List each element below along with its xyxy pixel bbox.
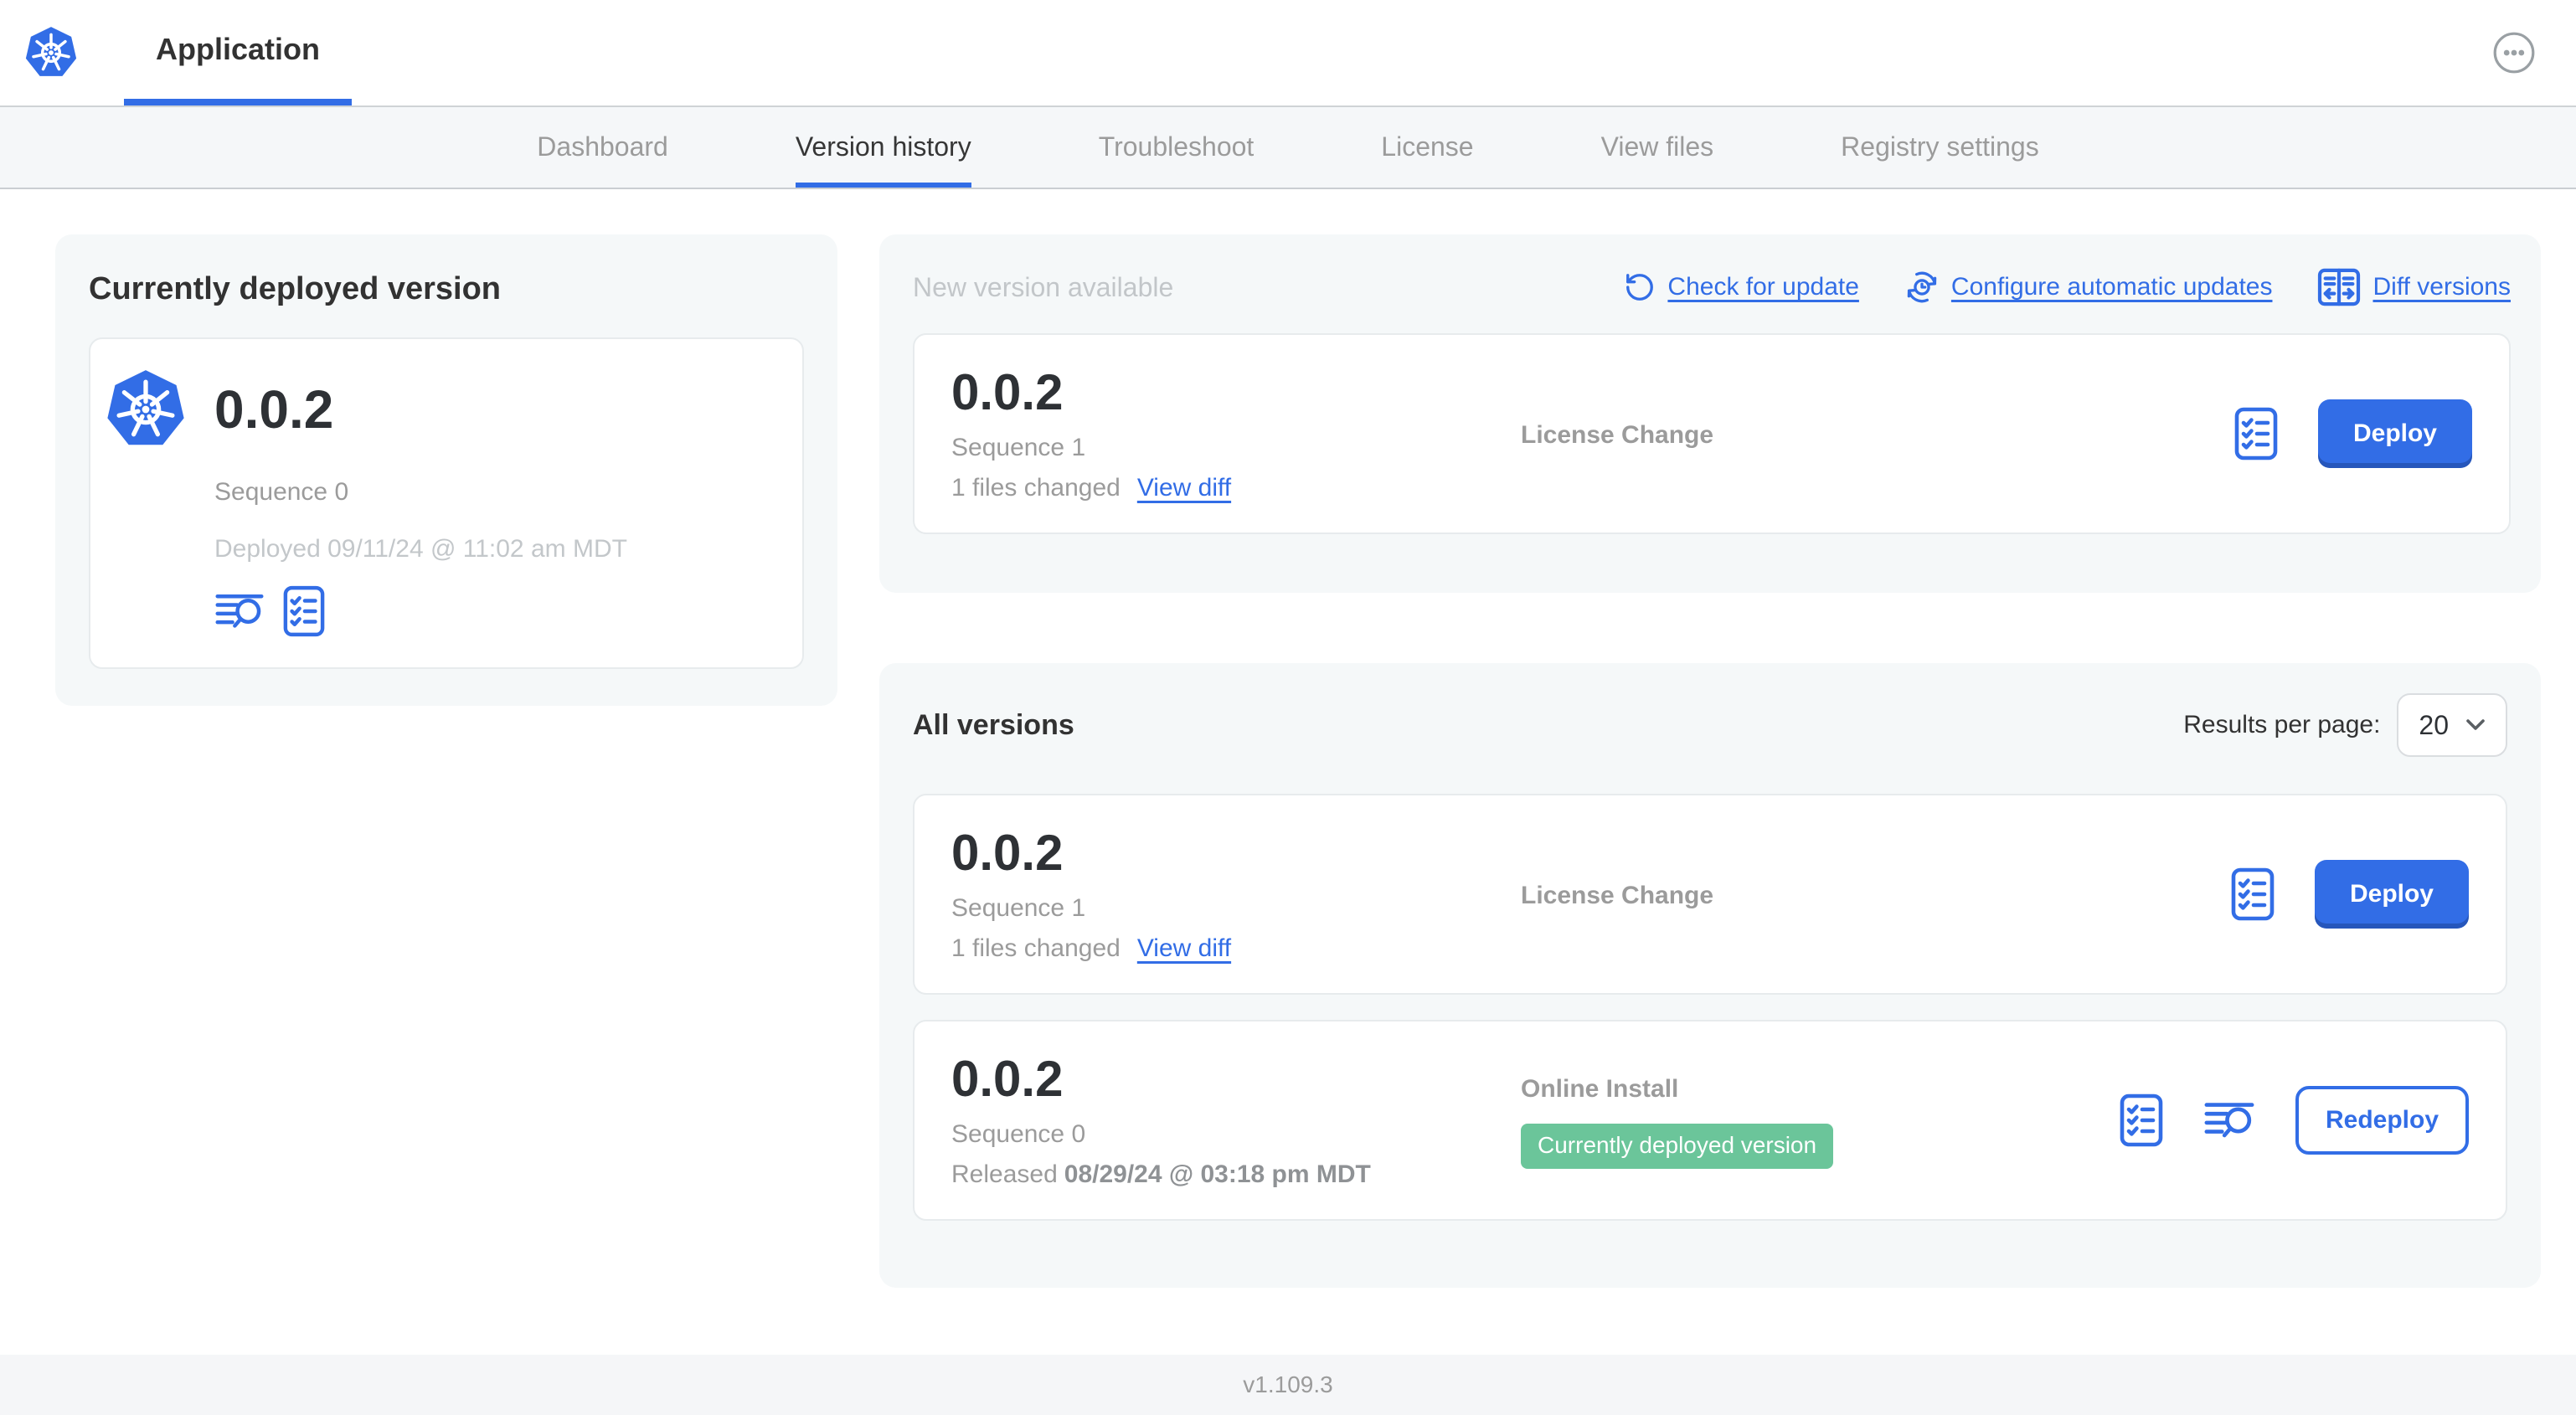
currently-deployed-card: 0.0.2 Sequence 0 Deployed 09/11/24 @ 11:… — [89, 337, 804, 669]
results-per-page-label: Results per page: — [2183, 711, 2381, 738]
current-version-number: 0.0.2 — [214, 379, 334, 440]
version-row: 0.0.2 Sequence 1 1 files changed View di… — [913, 794, 2507, 995]
ellipsis-icon — [2493, 32, 2535, 74]
version-number: 0.0.2 — [951, 363, 1064, 420]
tab-view-files[interactable]: View files — [1600, 131, 1714, 162]
redeploy-button[interactable]: Redeploy — [2295, 1086, 2469, 1155]
configure-automatic-updates-label: Configure automatic updates — [1950, 273, 2273, 301]
preflight-checks-button[interactable] — [2120, 1093, 2163, 1147]
tab-troubleshoot[interactable]: Troubleshoot — [1098, 131, 1255, 162]
preflight-checks-button[interactable] — [283, 585, 325, 637]
deploy-button[interactable]: Deploy — [2317, 399, 2472, 468]
logs-icon — [214, 591, 265, 631]
version-source: License Change — [1521, 420, 1714, 449]
checklist-icon — [2234, 407, 2278, 461]
kubernetes-app-icon — [104, 368, 188, 451]
checklist-icon — [2120, 1093, 2163, 1147]
version-source: License Change — [1521, 881, 1714, 909]
refresh-icon — [1626, 274, 1654, 301]
version-sequence: Sequence 0 — [951, 1119, 1086, 1148]
configure-automatic-updates-link[interactable]: Configure automatic updates — [1904, 270, 2273, 305]
version-row: 0.0.2 Sequence 0 Released 08/29/24 @ 03:1… — [913, 1020, 2507, 1221]
chevron-down-icon — [2466, 719, 2485, 730]
diff-versions-link[interactable]: Diff versions — [2317, 268, 2511, 306]
results-per-page-select[interactable]: 20 — [2397, 693, 2507, 757]
current-deployed-timestamp: Deployed 09/11/24 @ 11:02 am MDT — [214, 535, 627, 563]
all-versions-title: All versions — [913, 708, 1074, 741]
version-sequence: Sequence 1 — [951, 433, 1086, 461]
version-source: Online Install — [1521, 1074, 1679, 1103]
all-versions-panel: All versions Results per page: 20 — [879, 663, 2541, 1288]
logs-icon — [2203, 1099, 2255, 1141]
version-number: 0.0.2 — [951, 824, 1064, 881]
currently-deployed-badge: Currently deployed version — [1521, 1123, 1834, 1169]
new-version-panel: New version available Check for update C… — [879, 234, 2541, 593]
new-version-title: New version available — [913, 271, 1174, 302]
more-menu-button[interactable] — [2492, 31, 2536, 75]
version-released-timestamp: Released 08/29/24 @ 03:18 pm MDT — [951, 1160, 1521, 1189]
app-title: Application — [156, 32, 320, 66]
footer: v1.109.3 — [0, 1355, 2576, 1415]
tab-registry-settings[interactable]: Registry settings — [1841, 131, 2039, 162]
diff-versions-label: Diff versions — [2372, 273, 2511, 301]
check-for-update-label: Check for update — [1667, 273, 1859, 301]
new-version-card: 0.0.2 Sequence 1 1 files changed View di… — [913, 333, 2511, 534]
diff-icon — [2317, 268, 2361, 306]
main-content: Currently deployed version 0.0.2 Sequenc… — [0, 189, 2576, 1288]
subnav: Dashboard Version history Troubleshoot L… — [0, 107, 2576, 189]
right-column: New version available Check for update C… — [879, 234, 2541, 1288]
tab-dashboard[interactable]: Dashboard — [537, 131, 668, 162]
clock-refresh-icon — [1907, 271, 1937, 303]
results-per-page-value: 20 — [2419, 709, 2449, 740]
view-diff-link[interactable]: View diff — [1136, 934, 1232, 962]
view-logs-button[interactable] — [2203, 1099, 2255, 1141]
console-version: v1.109.3 — [1243, 1371, 1333, 1397]
checklist-icon — [2231, 867, 2275, 921]
version-number: 0.0.2 — [951, 1050, 1064, 1107]
released-datetime: 08/29/24 @ 03:18 pm MDT — [1064, 1160, 1371, 1188]
header: Application — [0, 0, 2576, 107]
app-tab[interactable]: Application — [124, 0, 352, 105]
files-changed: 1 files changed — [951, 934, 1121, 962]
tab-version-history[interactable]: Version history — [795, 107, 971, 188]
current-sequence: Sequence 0 — [214, 478, 349, 506]
currently-deployed-title: Currently deployed version — [89, 271, 502, 306]
update-actions: Check for update Configure automatic upd… — [1624, 268, 2511, 306]
currently-deployed-panel: Currently deployed version 0.0.2 Sequenc… — [55, 234, 837, 706]
preflight-checks-button[interactable] — [2231, 867, 2275, 921]
preflight-checks-button[interactable] — [2234, 407, 2278, 461]
files-changed: 1 files changed — [951, 473, 1121, 502]
kubernetes-logo-icon — [24, 25, 78, 78]
view-diff-link[interactable]: View diff — [1136, 473, 1232, 502]
check-for-update-link[interactable]: Check for update — [1624, 271, 1859, 303]
view-logs-button[interactable] — [214, 591, 265, 631]
released-prefix: Released — [951, 1160, 1058, 1188]
tab-license[interactable]: License — [1381, 131, 1474, 162]
deploy-button[interactable]: Deploy — [2314, 860, 2469, 929]
version-sequence: Sequence 1 — [951, 893, 1086, 922]
checklist-icon — [283, 585, 325, 637]
